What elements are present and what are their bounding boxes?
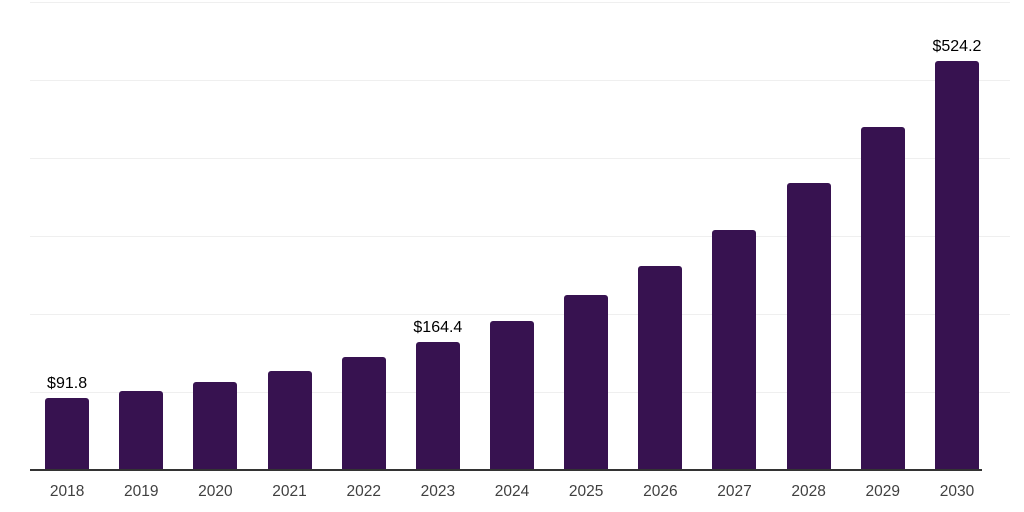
x-axis-labels: 2018 2019 2020 2021 2022 2023 2024 2025 2026 2027… (30, 483, 994, 501)
x-tick-label-2026: 2026 (643, 483, 678, 500)
bar-slot-2027 (697, 0, 771, 470)
bar-2018 (45, 398, 90, 470)
x-tick-label-2021: 2021 (272, 483, 307, 500)
gridline-200 (30, 314, 1010, 315)
bar-2024 (490, 321, 535, 470)
x-tick-label-2025: 2025 (568, 483, 604, 500)
bar-2029 (860, 127, 905, 470)
x-tick-label-2018: 2018 (49, 483, 85, 500)
bar-2022 (341, 357, 386, 470)
bar-2019 (119, 391, 164, 470)
bar-2027 (712, 230, 757, 470)
bar-value-label-2023: $164.4 (413, 318, 463, 336)
x-tick-label-2028: 2028 (791, 483, 826, 500)
bars-row: $91.8 $164.4 $524.2 (30, 0, 994, 470)
bar-slot-2018: $91.8 (30, 0, 104, 470)
bar-slot-2025 (549, 0, 623, 470)
bar-slot-2021 (252, 0, 326, 470)
bar-slot-2019 (104, 0, 178, 470)
bar-2020 (193, 382, 238, 470)
gridline-300 (30, 236, 1010, 237)
bar-2023 (415, 341, 460, 470)
bar-slot-2026 (623, 0, 697, 470)
x-tick-label-2023: 2023 (420, 483, 456, 500)
x-axis-line (30, 469, 982, 471)
bar-slot-2029 (846, 0, 920, 470)
gridline-600 (30, 2, 1010, 3)
bar-slot-2023: $164.4 (401, 0, 475, 470)
bar-slot-2024 (475, 0, 549, 470)
bar-2026 (638, 266, 683, 470)
bar-slot-2022 (327, 0, 401, 470)
x-tick-label-2027: 2027 (717, 483, 752, 500)
bar-slot-2030: $524.2 (920, 0, 994, 470)
bar-slot-2028 (772, 0, 846, 470)
gridline-400 (30, 158, 1010, 159)
bar-2021 (267, 370, 312, 470)
bar-2025 (564, 295, 609, 470)
x-tick-label-2019: 2019 (123, 483, 159, 500)
gridline-500 (30, 80, 1010, 81)
x-tick-label-2030: 2030 (939, 483, 975, 500)
bar-value-label-2018: $91.8 (47, 375, 88, 393)
bar-2028 (786, 183, 831, 470)
bar-value-label-2030: $524.2 (932, 38, 982, 56)
x-tick-label-2024: 2024 (494, 483, 530, 500)
x-tick-label-2029: 2029 (865, 483, 901, 500)
x-tick-label-2022: 2022 (346, 483, 381, 500)
bar-2030 (934, 61, 979, 470)
bar-slot-2020 (178, 0, 252, 470)
x-tick-label-2020: 2020 (198, 483, 233, 500)
